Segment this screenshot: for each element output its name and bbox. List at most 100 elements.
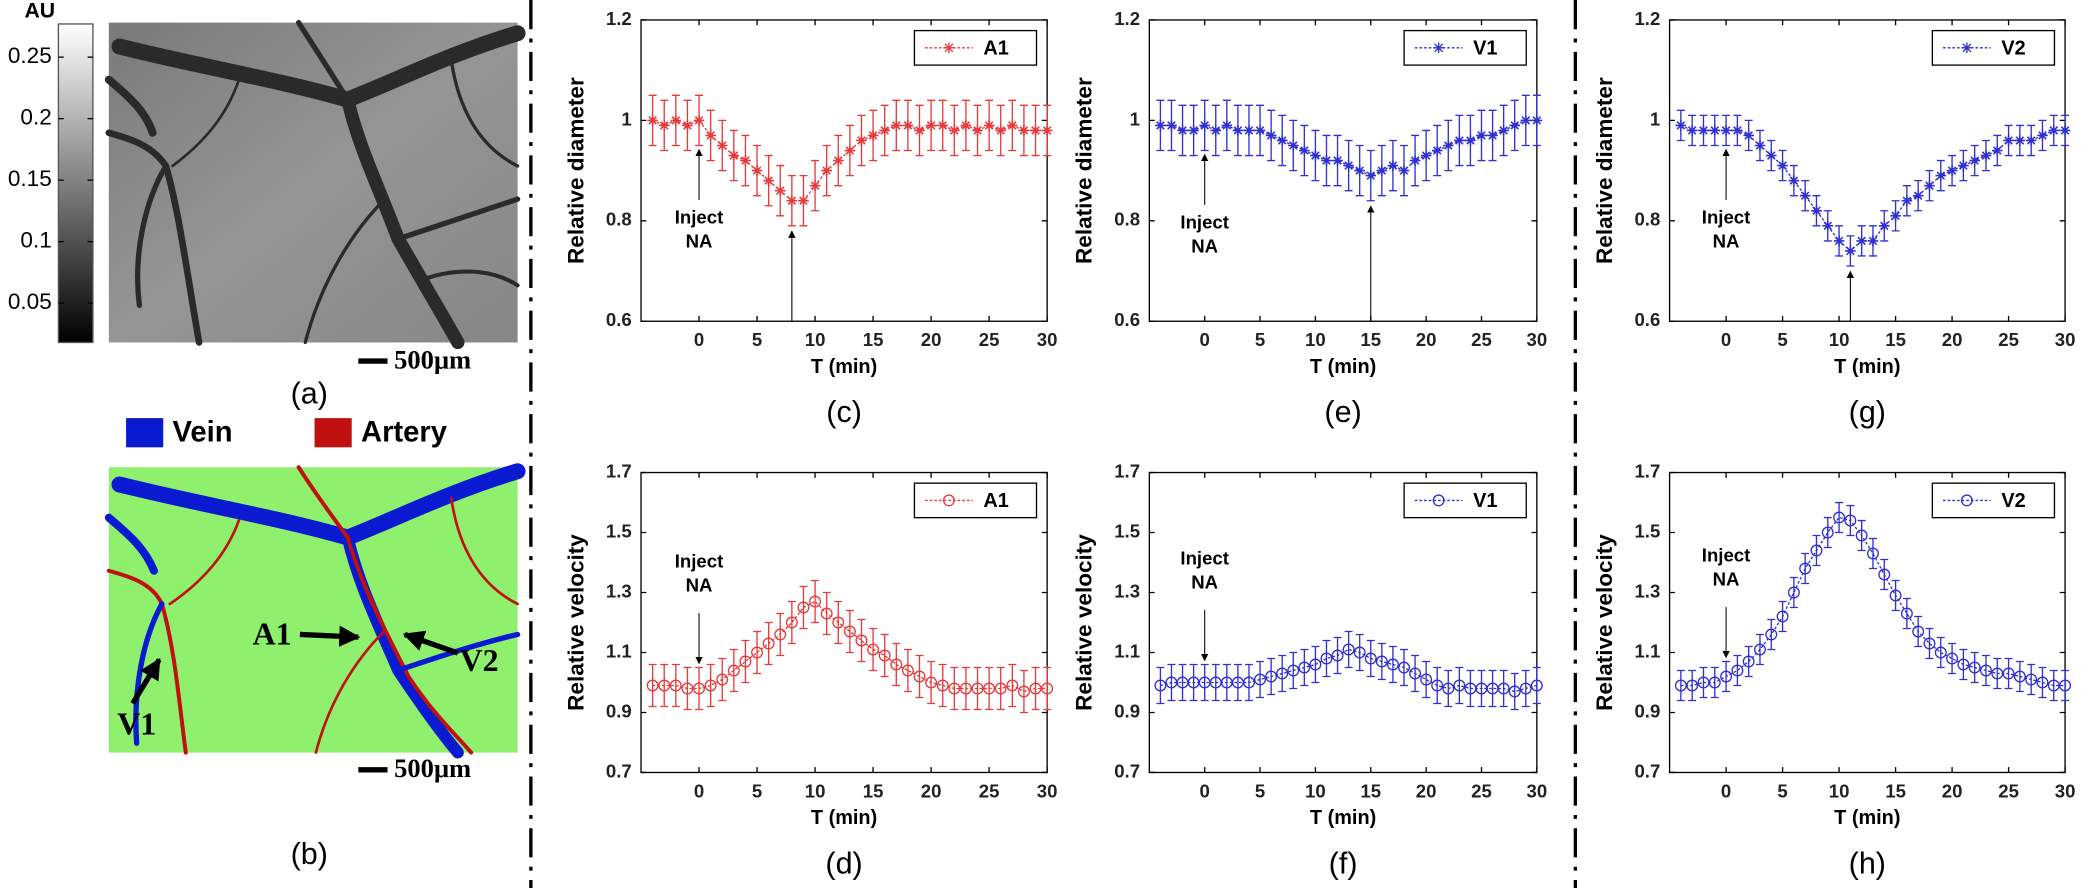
vessel-label: V1 <box>117 707 156 742</box>
data-point <box>1398 661 1410 674</box>
data-point <box>751 646 764 659</box>
x-tick-label: 15 <box>1360 329 1381 350</box>
data-point <box>2047 679 2060 692</box>
x-tick-label: 30 <box>2055 780 2076 801</box>
data-point <box>2013 670 2026 683</box>
x-axis-label: T (min) <box>1310 807 1376 829</box>
data-point <box>647 115 658 126</box>
legend-box <box>1931 482 2056 519</box>
error-bar <box>1233 663 1242 702</box>
legend-label: Vein <box>173 417 233 449</box>
data-point <box>785 616 798 629</box>
data-point <box>1409 667 1422 680</box>
data-point <box>972 125 983 136</box>
data-point <box>1254 125 1266 136</box>
data-point <box>1777 160 1788 171</box>
data-point <box>1508 685 1521 698</box>
data-point <box>1376 165 1388 176</box>
y-axis-label: Relative diameter <box>1072 77 1097 264</box>
error-bar <box>1167 663 1176 702</box>
error-bar <box>1488 669 1497 708</box>
data-point <box>658 679 671 692</box>
error-bar <box>1267 657 1276 696</box>
y-tick-label: 1.1 <box>606 640 632 661</box>
error-bar <box>1959 648 1968 681</box>
plot-frame <box>640 471 1048 774</box>
error-bar <box>1008 663 1017 708</box>
data-point <box>786 195 798 207</box>
data-point <box>809 595 822 608</box>
x-tick-label: 15 <box>1885 329 1906 350</box>
data-point <box>727 664 740 677</box>
data-point <box>1354 165 1366 176</box>
x-tick-label: 25 <box>979 329 1000 350</box>
x-tick-label: 15 <box>863 780 884 801</box>
segmentation-image <box>108 467 518 753</box>
error-bar <box>857 618 866 663</box>
data-point <box>1007 120 1018 131</box>
error-bar <box>729 648 738 693</box>
annotation: Inject NA <box>1702 545 1751 590</box>
data-point <box>820 607 833 620</box>
error-bar <box>1925 627 1934 660</box>
error-bar <box>1200 663 1209 702</box>
panel-label: (h) <box>1849 846 1886 880</box>
error-bar <box>1521 669 1530 708</box>
y-tick-label: 1.7 <box>1114 460 1140 481</box>
x-tick-label: 10 <box>1829 329 1850 350</box>
data-point <box>2059 679 2072 692</box>
legend-box <box>1403 29 1527 66</box>
data-point <box>2059 125 2071 136</box>
legend-label: Artery <box>361 417 448 449</box>
error-bar <box>1744 645 1753 678</box>
y-tick-label: 1.5 <box>1634 520 1660 541</box>
x-tick-label: 15 <box>1885 780 1906 801</box>
data-point <box>740 155 751 166</box>
x-tick-label: 5 <box>1777 329 1787 350</box>
data-point <box>1709 125 1721 136</box>
data-point <box>1519 682 1532 695</box>
data-point <box>1041 125 1053 136</box>
error-bar <box>1970 651 1979 684</box>
x-tick-label: 0 <box>1721 780 1731 801</box>
data-point <box>1799 562 1812 575</box>
y-tick-label: 1.2 <box>1634 8 1660 29</box>
data-point <box>1420 673 1433 686</box>
x-tick-label: 20 <box>921 780 942 801</box>
x-tick-label: 25 <box>1471 329 1492 350</box>
data-point <box>1674 679 1687 692</box>
data-point <box>1731 664 1744 677</box>
data-point <box>1720 125 1732 136</box>
plot-frame <box>1668 19 2066 322</box>
x-axis-label: T (min) <box>1834 356 1900 378</box>
data-point <box>1698 125 1709 136</box>
y-tick-label: 1 <box>1650 108 1660 129</box>
data-point <box>1177 125 1188 136</box>
data-point <box>716 140 728 151</box>
data-point <box>1298 661 1311 674</box>
data-point <box>1276 667 1289 680</box>
data-point <box>2025 135 2037 146</box>
y-tick-label: 1 <box>621 108 631 129</box>
data-point <box>948 682 961 695</box>
panel-label: (f) <box>1329 846 1358 880</box>
legend-marker <box>943 42 955 54</box>
panel-a: AU 500μm (a) <box>24 0 526 411</box>
error-bar <box>1812 534 1821 567</box>
y-axis-label: Relative velocity <box>1072 534 1097 711</box>
y-tick-label: 1 <box>1130 108 1140 129</box>
data-point <box>959 682 972 695</box>
error-bar <box>1891 579 1900 612</box>
data-point <box>1946 652 1959 665</box>
data-point <box>1845 245 1856 257</box>
vessels <box>104 19 526 350</box>
data-point <box>1365 170 1377 181</box>
error-bar <box>660 663 669 708</box>
error-bar <box>880 633 889 678</box>
data-point <box>890 658 903 671</box>
error-bar <box>648 663 657 708</box>
panel-label: (d) <box>825 846 862 880</box>
error-bar <box>683 666 692 711</box>
data-point <box>1901 195 1913 207</box>
y-tick-label: 1.2 <box>1114 8 1140 29</box>
